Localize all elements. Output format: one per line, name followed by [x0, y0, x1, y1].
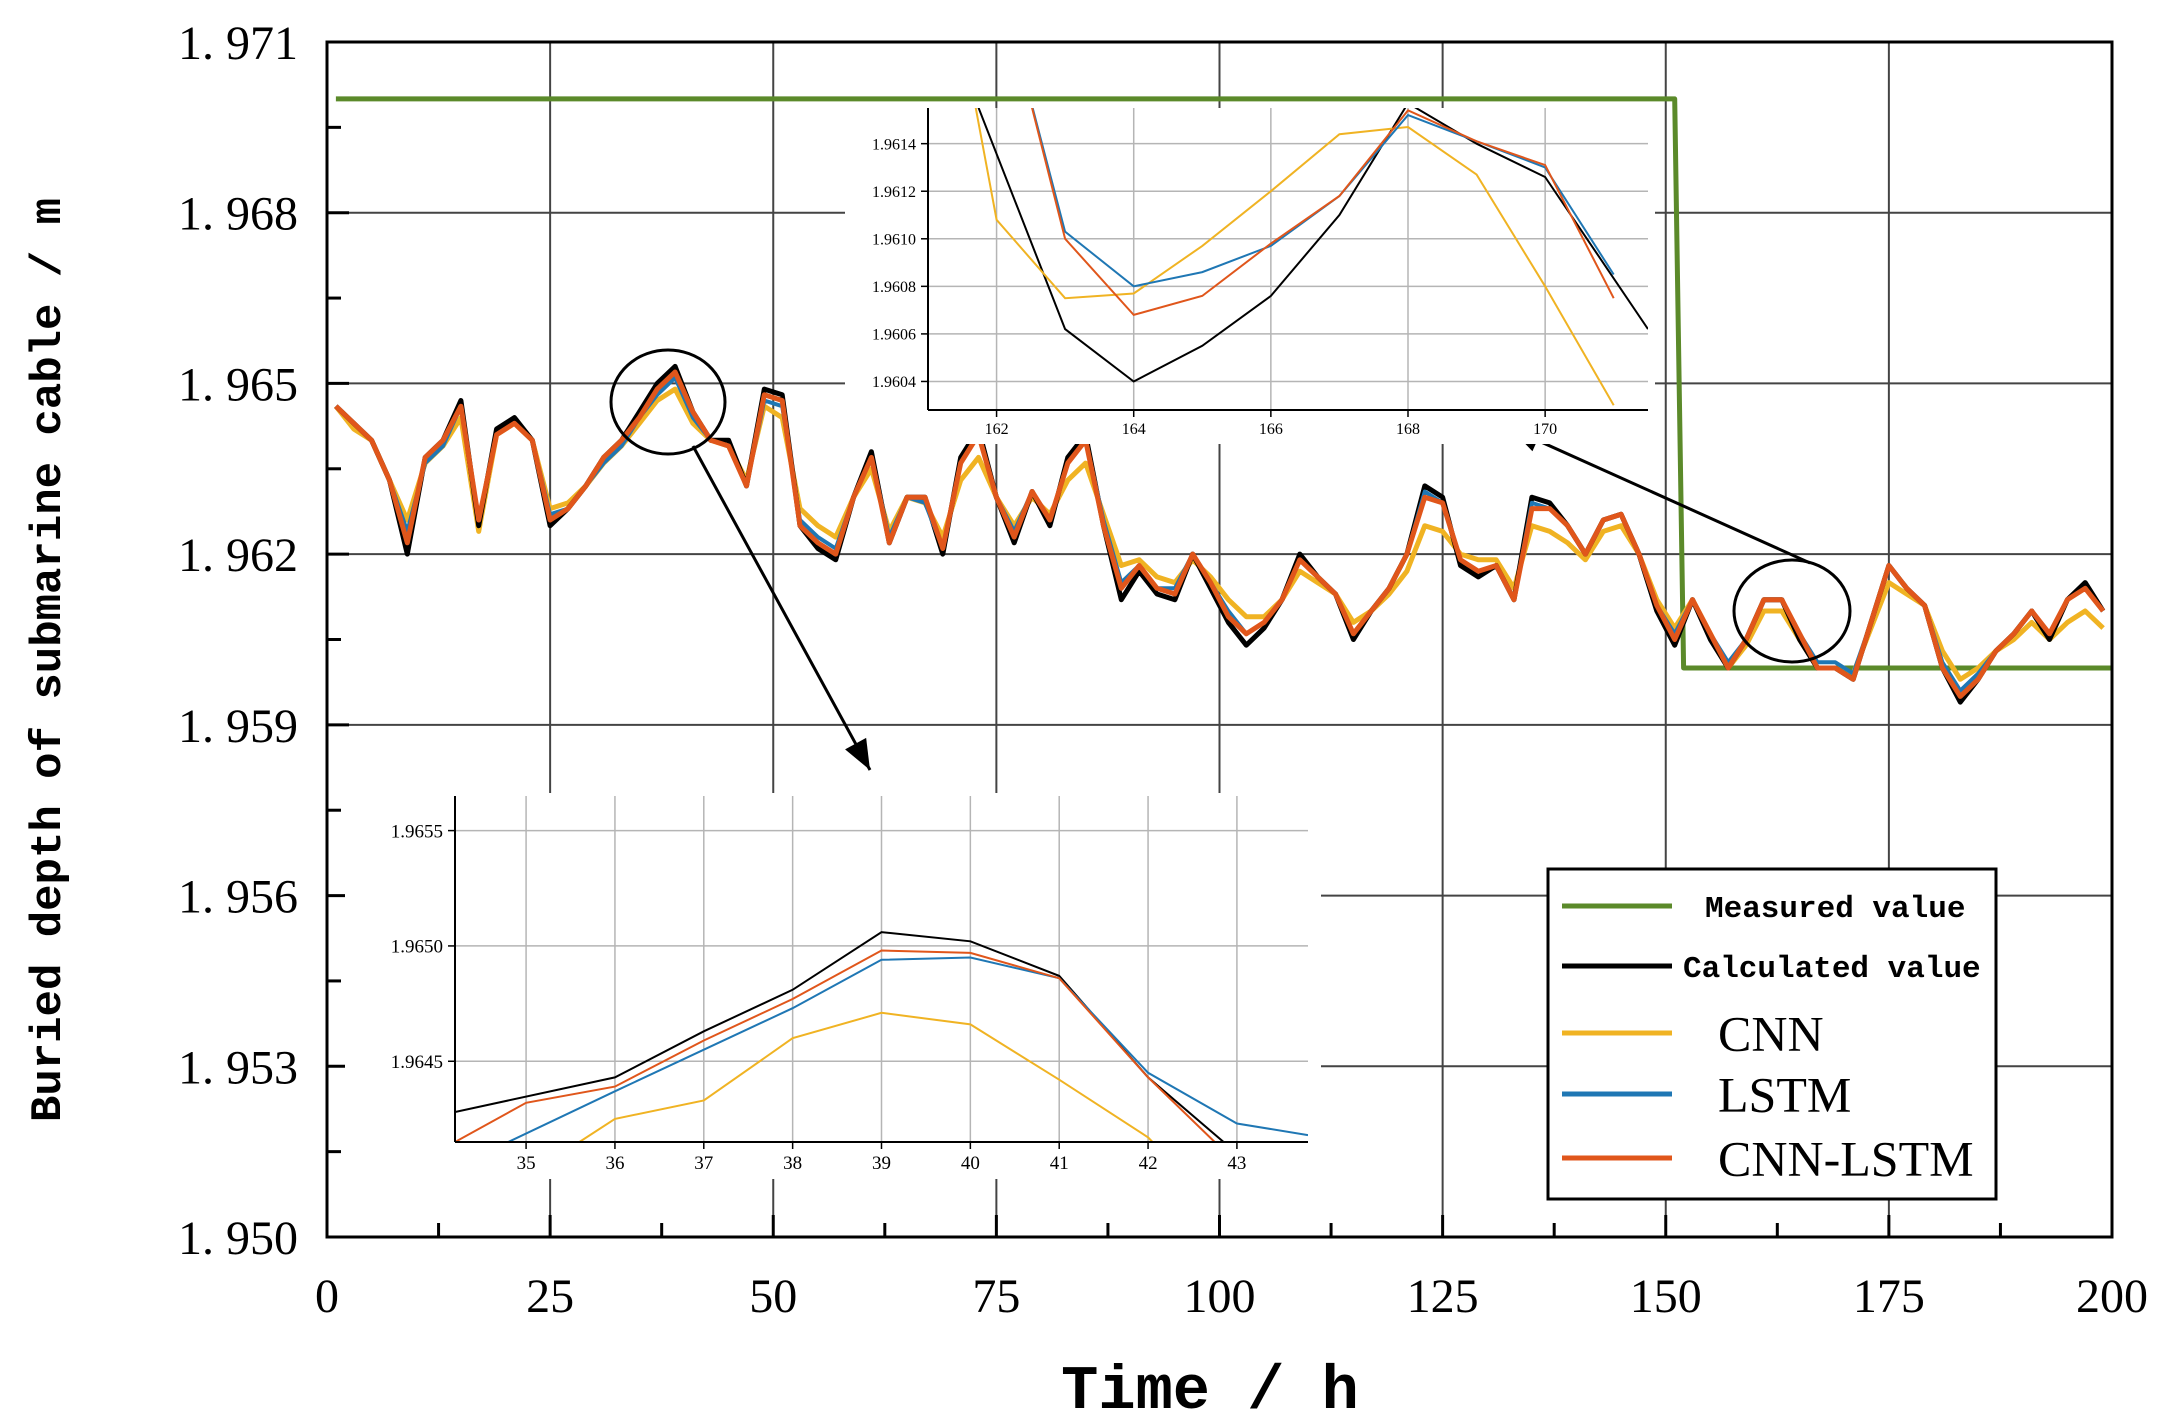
inset-top-series-cnn-lstm — [1031, 108, 1615, 317]
main-x-tick-label: 125 — [1407, 1270, 1479, 1323]
inset-bottom-y-tick-label: 1.9645 — [391, 1052, 443, 1073]
main-y-tick-label: 1. 968 — [178, 188, 298, 241]
inset-top-series-calculated-value — [977, 108, 1648, 383]
legend-label-cnn-lstm: CNN-LSTM — [1718, 1131, 1974, 1187]
inset-top-x-tick-label: 162 — [985, 421, 1009, 438]
inset-top-background — [928, 108, 1648, 410]
main-x-tick-label: 75 — [972, 1270, 1020, 1323]
inset-bottom-x-tick-label: 41 — [1050, 1153, 1069, 1174]
x-axis-label: Time / h — [1061, 1356, 1359, 1421]
main-series-group — [333, 96, 2112, 705]
inset-top-series-cnn — [974, 108, 1615, 406]
main-x-tick-label: 150 — [1630, 1270, 1702, 1323]
inset-top-y-tick-label: 1.9606 — [872, 327, 916, 344]
main-y-tick-labels: 1. 950 1. 953 1. 956 1. 959 1. 962 1. 965 1. 9… — [178, 17, 298, 1265]
legend-label-cnn: CNN — [1718, 1006, 1824, 1062]
main-y-tick-label: 1. 953 — [178, 1041, 298, 1094]
main-x-tick-label: 0 — [315, 1270, 339, 1323]
arrow-to-top-inset-shaft — [1509, 426, 1811, 565]
main-x-tick-label: 25 — [526, 1270, 574, 1323]
y-axis-label: Buried depth of submarine cable / m — [24, 198, 74, 1122]
inset-top-y-tick-label: 1.9608 — [872, 279, 916, 296]
inset-bottom-y-tick-label: 1.9650 — [391, 937, 443, 958]
zoom-ellipse-left — [609, 348, 727, 456]
inset-top-y-tick-label: 1.9604 — [872, 374, 916, 391]
legend-label-calculated-value: Calculated value — [1683, 952, 1981, 987]
inset-bottom-x-tick-label: 42 — [1139, 1153, 1158, 1174]
inset-bottom-y-tick-label: 1.9655 — [391, 821, 443, 842]
inset-top-y-tick-label: 1.9614 — [872, 136, 916, 153]
inset-bottom-x-tick-label: 36 — [605, 1153, 624, 1174]
inset-top-x-tick-label: 166 — [1259, 421, 1283, 438]
arrow-to-bottom-inset-shaft — [691, 445, 872, 771]
main-y-tick-label: 1. 965 — [178, 358, 298, 411]
legend-label-measured-value: Measured value — [1705, 892, 1965, 927]
inset-bottom-x-tick-label: 39 — [872, 1153, 891, 1174]
main-x-tick-label: 50 — [749, 1270, 797, 1323]
inset-bottom-x-tick-label: 35 — [517, 1153, 536, 1174]
main-y-tick-label: 1. 971 — [178, 17, 298, 70]
inset-top-x-tick-label: 170 — [1533, 421, 1557, 438]
inset-top-y-tick-label: 1.9612 — [872, 184, 916, 201]
main-x-tick-label: 200 — [2076, 1270, 2148, 1323]
main-series-cnn-lstm — [334, 369, 2106, 699]
inset-bottom-x-tick-label: 37 — [694, 1153, 713, 1174]
inset-bottom-series-cnn-lstm — [455, 949, 1216, 1142]
main-y-tick-label: 1. 950 — [178, 1212, 298, 1265]
inset-top-x-tick-label: 168 — [1396, 421, 1420, 438]
main-tick-marks — [325, 40, 2114, 1239]
inset-top-x-tick-label: 164 — [1122, 421, 1146, 438]
main-x-tick-label: 100 — [1184, 1270, 1256, 1323]
main-y-tick-label: 1. 956 — [178, 871, 298, 924]
main-x-tick-label: 175 — [1853, 1270, 1925, 1323]
inset-top: 162 164 166 168 170 1.9604 1.9606 1.9608 1.9610 1… — [845, 108, 1655, 444]
inset-bottom-series-cnn — [578, 1011, 1154, 1142]
inset-top-series-group — [974, 108, 1648, 406]
inset-bottom-series-lstm — [507, 956, 1308, 1142]
inset-bottom: 35 36 37 38 39 40 41 42 43 1.9645 1.9650 1.9655 — [345, 793, 1321, 1179]
inset-top-y-tick-label: 1.9610 — [872, 231, 916, 248]
zoom-ellipse-right — [1732, 558, 1852, 664]
main-y-tick-label: 1. 959 — [178, 700, 298, 753]
legend-label-lstm: LSTM — [1718, 1067, 1851, 1123]
main-y-tick-label: 1. 962 — [178, 529, 298, 582]
main-series-measured-value — [335, 96, 2112, 671]
arrow-to-bottom-inset-head — [845, 737, 870, 770]
main-x-tick-labels: 0 25 50 75 100 125 150 175 200 — [315, 1270, 2148, 1323]
inset-bottom-x-tick-label: 40 — [961, 1153, 980, 1174]
inset-bottom-series-group — [455, 931, 1308, 1142]
inset-bottom-x-tick-label: 38 — [783, 1153, 802, 1174]
inset-bottom-x-tick-label: 43 — [1227, 1153, 1246, 1174]
